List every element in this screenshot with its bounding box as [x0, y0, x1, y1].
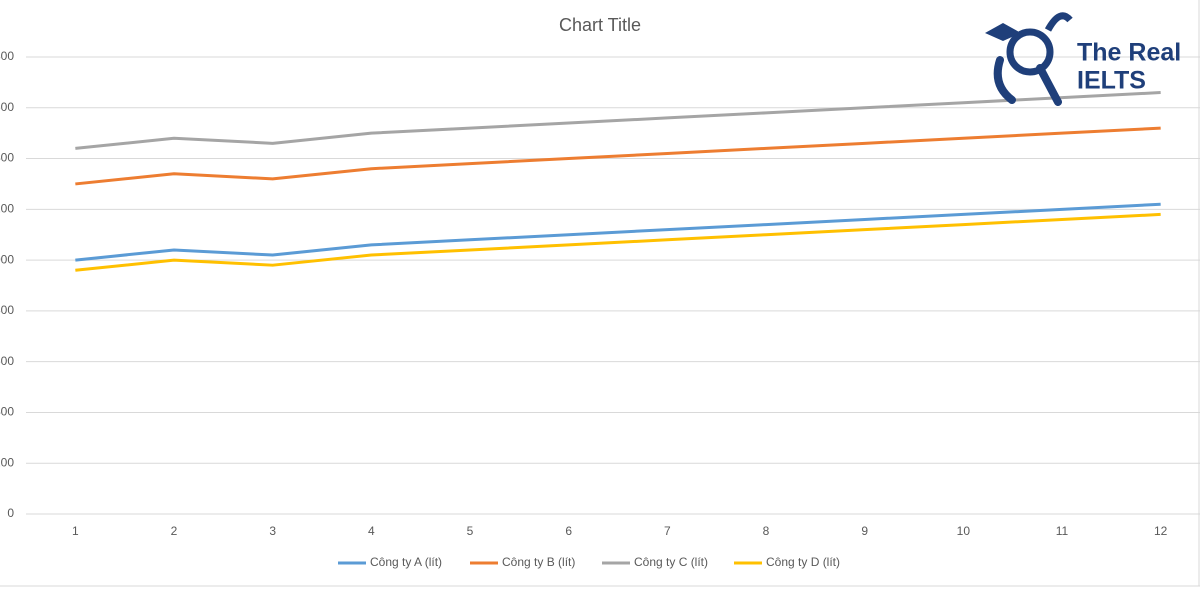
logo: The Real IELTS [985, 12, 1181, 106]
x-tick-label: 9 [861, 524, 868, 538]
chart-title: Chart Title [559, 15, 641, 35]
logo-icon [1044, 12, 1073, 32]
y-tick-label: 200 [0, 455, 14, 469]
logo-icon [993, 56, 1062, 106]
x-tick-label: 5 [467, 524, 474, 538]
x-tick-label: 3 [269, 524, 276, 538]
y-tick-label: 1400 [0, 151, 14, 165]
y-tick-label: 1600 [0, 100, 14, 114]
logo-text: The Real [1077, 39, 1181, 67]
x-tick-label: 6 [565, 524, 572, 538]
line [75, 212, 1161, 272]
y-tick-label: 600 [0, 354, 14, 368]
legend-label: Công ty B (lít) [502, 555, 575, 569]
line [75, 126, 1161, 186]
x-tick-label: 10 [957, 524, 971, 538]
legend-label: Công ty C (lít) [634, 555, 708, 569]
legend-label: Công ty D (lít) [766, 555, 840, 569]
y-tick-label: 800 [0, 303, 14, 317]
x-tick-label: 12 [1154, 524, 1168, 538]
y-tick-label: 1800 [0, 49, 14, 63]
x-tick-label: 2 [171, 524, 178, 538]
x-tick-label: 4 [368, 524, 375, 538]
y-tick-label: 1200 [0, 202, 14, 216]
y-tick-label: 0 [7, 506, 14, 520]
x-tick-label: 1 [72, 524, 79, 538]
line [75, 202, 1161, 262]
y-tick-label: 1000 [0, 252, 14, 266]
y-tick-label: 400 [0, 405, 14, 419]
logo-icon [1006, 28, 1054, 76]
x-tick-label: 8 [763, 524, 770, 538]
logo-text: IELTS [1077, 67, 1146, 95]
legend-label: Công ty A (lít) [370, 555, 442, 569]
x-tick-label: 7 [664, 524, 671, 538]
x-tick-label: 11 [1056, 524, 1069, 538]
line [75, 91, 1161, 150]
logo-cap [985, 23, 1021, 41]
